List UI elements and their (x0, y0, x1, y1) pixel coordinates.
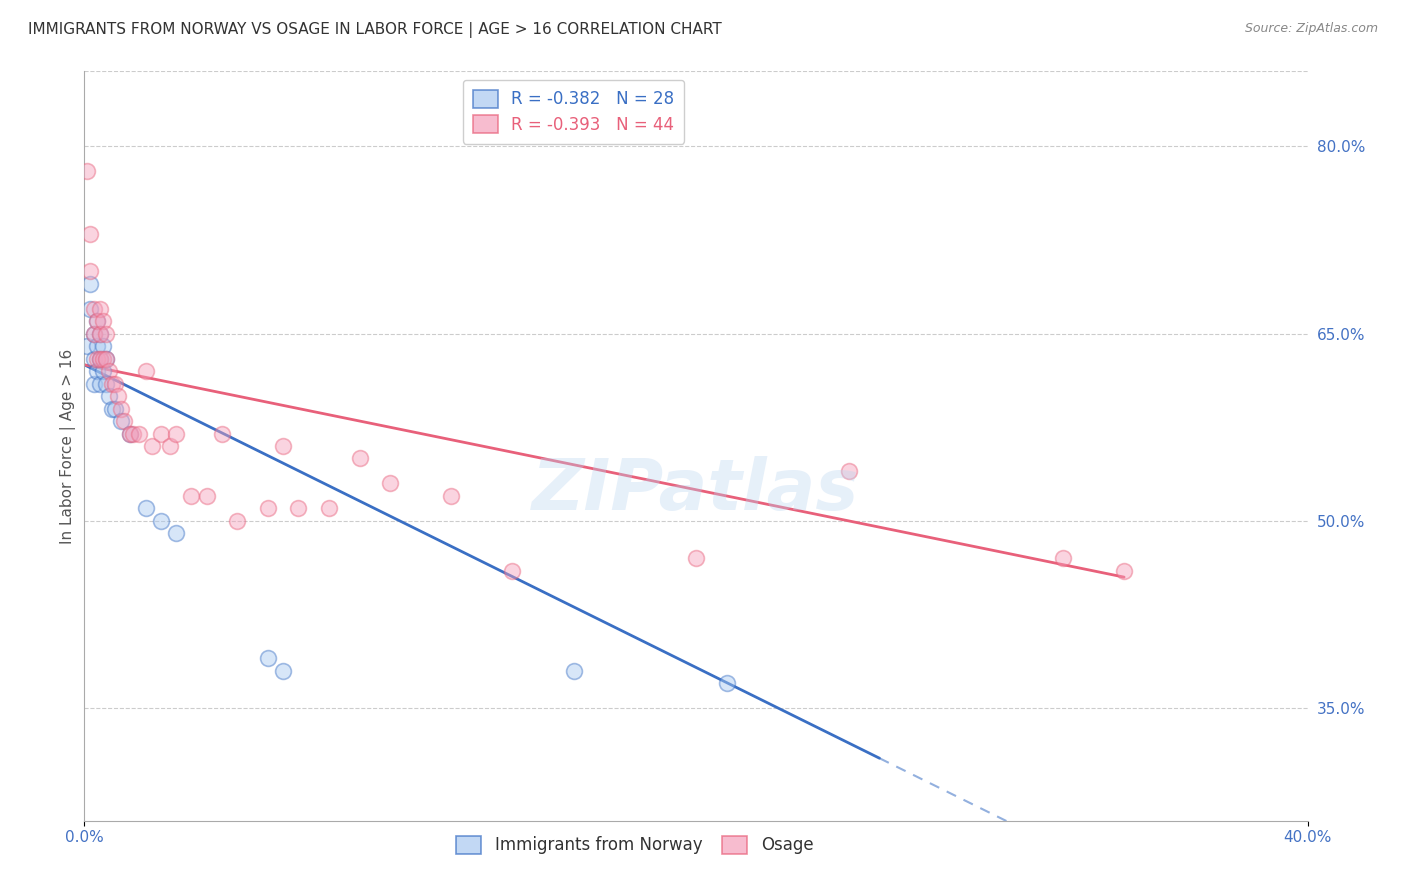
Point (159, 439, 181, 453)
Point (380, 476, 402, 491)
Point (1052, 551, 1074, 566)
Point (112, 414, 135, 428)
Point (83, 351, 105, 366)
Point (79, 301, 101, 316)
Point (110, 414, 132, 428)
Text: IMMIGRANTS FROM NORWAY VS OSAGE IN LABOR FORCE | AGE > 16 CORRELATION CHART: IMMIGRANTS FROM NORWAY VS OSAGE IN LABOR… (28, 22, 721, 38)
Text: ZIPatlas: ZIPatlas (533, 457, 859, 525)
Point (76, 339, 98, 353)
Point (89, 351, 111, 366)
Point (128, 426, 150, 441)
Point (120, 426, 142, 441)
Point (89, 376, 111, 391)
Point (91, 314, 114, 328)
Point (107, 389, 129, 403)
Point (211, 426, 233, 441)
Point (89, 301, 111, 316)
Point (83, 376, 105, 391)
Point (195, 489, 218, 503)
Point (83, 326, 105, 341)
Point (135, 501, 157, 516)
Point (86, 351, 108, 366)
Point (86, 364, 108, 378)
Point (104, 401, 127, 416)
Point (101, 376, 124, 391)
Point (149, 426, 172, 441)
Point (562, 664, 585, 678)
Point (122, 426, 145, 441)
Point (149, 514, 172, 528)
Point (440, 489, 463, 503)
Point (79, 264, 101, 278)
Point (94, 351, 117, 366)
Point (76, 164, 98, 178)
Point (91, 364, 114, 378)
Text: Source: ZipAtlas.com: Source: ZipAtlas.com (1244, 22, 1378, 36)
Point (83, 326, 105, 341)
Point (685, 551, 707, 566)
Y-axis label: In Labor Force | Age > 16: In Labor Force | Age > 16 (60, 349, 76, 543)
Point (104, 376, 127, 391)
Point (287, 501, 309, 516)
Point (120, 426, 142, 441)
Point (318, 501, 340, 516)
Point (349, 451, 371, 466)
Point (97, 364, 120, 378)
Point (165, 426, 187, 441)
Point (94, 351, 117, 366)
Point (94, 326, 117, 341)
Point (91, 351, 114, 366)
Point (89, 326, 111, 341)
Point (79, 227, 101, 241)
Point (91, 339, 114, 353)
Point (502, 564, 524, 578)
Point (89, 351, 111, 366)
Point (180, 489, 202, 503)
Point (86, 314, 108, 328)
Point (94, 376, 117, 391)
Point (257, 501, 280, 516)
Point (110, 401, 132, 416)
Point (716, 676, 738, 690)
Point (141, 439, 163, 453)
Point (89, 326, 111, 341)
Point (1114, 564, 1136, 578)
Point (271, 439, 294, 453)
Legend: Immigrants from Norway, Osage: Immigrants from Norway, Osage (450, 829, 820, 861)
Point (838, 464, 860, 478)
Point (86, 314, 108, 328)
Point (101, 401, 124, 416)
Point (83, 301, 105, 316)
Point (79, 277, 101, 291)
Point (226, 514, 249, 528)
Point (97, 389, 120, 403)
Point (271, 664, 294, 678)
Point (86, 339, 108, 353)
Point (165, 526, 187, 541)
Point (135, 364, 157, 378)
Point (257, 651, 280, 665)
